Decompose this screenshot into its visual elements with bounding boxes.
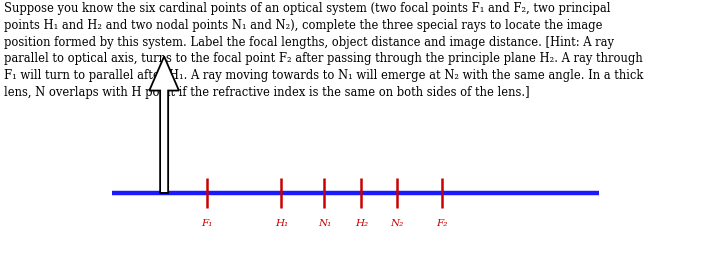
Text: H₁: H₁ — [275, 220, 288, 228]
Text: H₂: H₂ — [355, 220, 368, 228]
Text: N₁: N₁ — [318, 220, 331, 228]
FancyArrow shape — [149, 56, 179, 193]
Text: F₂: F₂ — [436, 220, 447, 228]
Text: N₂: N₂ — [390, 220, 403, 228]
Text: F₁: F₁ — [202, 220, 213, 228]
Text: Suppose you know the six cardinal points of an optical system (two focal points : Suppose you know the six cardinal points… — [4, 2, 643, 99]
